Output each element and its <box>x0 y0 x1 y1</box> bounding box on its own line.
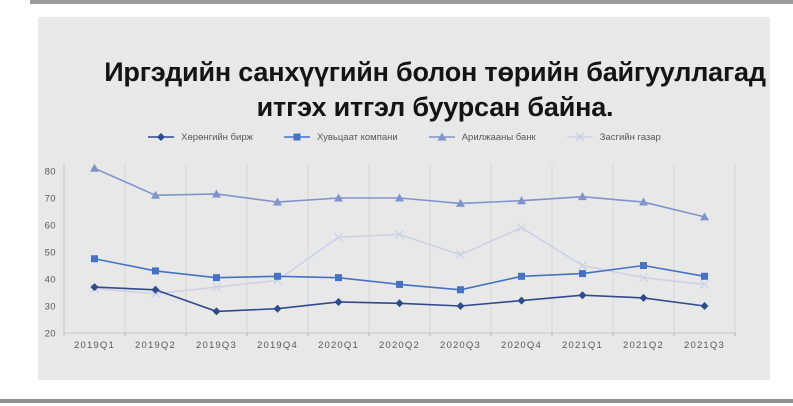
triangle-marker-icon <box>428 132 455 141</box>
legend-item-zasgiin-gazar: Засгийн газар <box>566 131 661 143</box>
svg-text:70: 70 <box>45 194 56 205</box>
top-divider <box>30 0 793 4</box>
chart-legend: Хөрөнгийн бирж Хувьцаат компани Арилжаан… <box>38 131 770 143</box>
svg-text:2020Q2: 2020Q2 <box>379 340 420 351</box>
svg-text:20: 20 <box>45 329 56 340</box>
svg-text:80: 80 <box>45 167 56 178</box>
svg-text:2020Q4: 2020Q4 <box>501 340 542 351</box>
diamond-marker-icon <box>148 133 175 141</box>
svg-text:2021Q3: 2021Q3 <box>684 340 725 351</box>
svg-text:2019Q3: 2019Q3 <box>196 340 237 351</box>
svg-text:30: 30 <box>45 302 56 313</box>
chart-title: Иргэдийн санхүүгийн болон төрийн байгуул… <box>96 55 774 125</box>
legend-item-khorongiin-birj: Хөрөнгийн бирж <box>147 131 253 143</box>
legend-label: Хөрөнгийн бирж <box>181 131 253 143</box>
svg-text:2021Q1: 2021Q1 <box>562 340 603 351</box>
legend-item-ariljaany-bank: Арилжааны банк <box>428 131 536 143</box>
svg-text:2019Q1: 2019Q1 <box>74 340 115 351</box>
legend-item-khuvtsaat-kompani: Хувьцаат компани <box>283 131 398 143</box>
svg-text:50: 50 <box>45 248 56 259</box>
svg-text:2019Q4: 2019Q4 <box>257 340 298 351</box>
bottom-divider <box>0 399 793 403</box>
svg-text:60: 60 <box>45 221 56 232</box>
svg-text:2020Q3: 2020Q3 <box>440 340 481 351</box>
chart-title-line2: итгэх итгэл буурсан байна. <box>256 92 614 123</box>
svg-text:2021Q2: 2021Q2 <box>623 340 664 351</box>
legend-label: Арилжааны банк <box>461 131 536 143</box>
svg-text:2020Q1: 2020Q1 <box>318 340 359 351</box>
chart-title-line1: Иргэдийн санхүүгийн болон төрийн байгуул… <box>104 57 766 87</box>
square-marker-icon <box>283 133 310 141</box>
legend-label: Хувьцаат компани <box>316 131 398 143</box>
svg-text:2019Q2: 2019Q2 <box>135 340 176 351</box>
svg-text:40: 40 <box>45 275 56 286</box>
x-marker-icon <box>566 132 593 142</box>
legend-label: Засгийн газар <box>599 131 661 143</box>
